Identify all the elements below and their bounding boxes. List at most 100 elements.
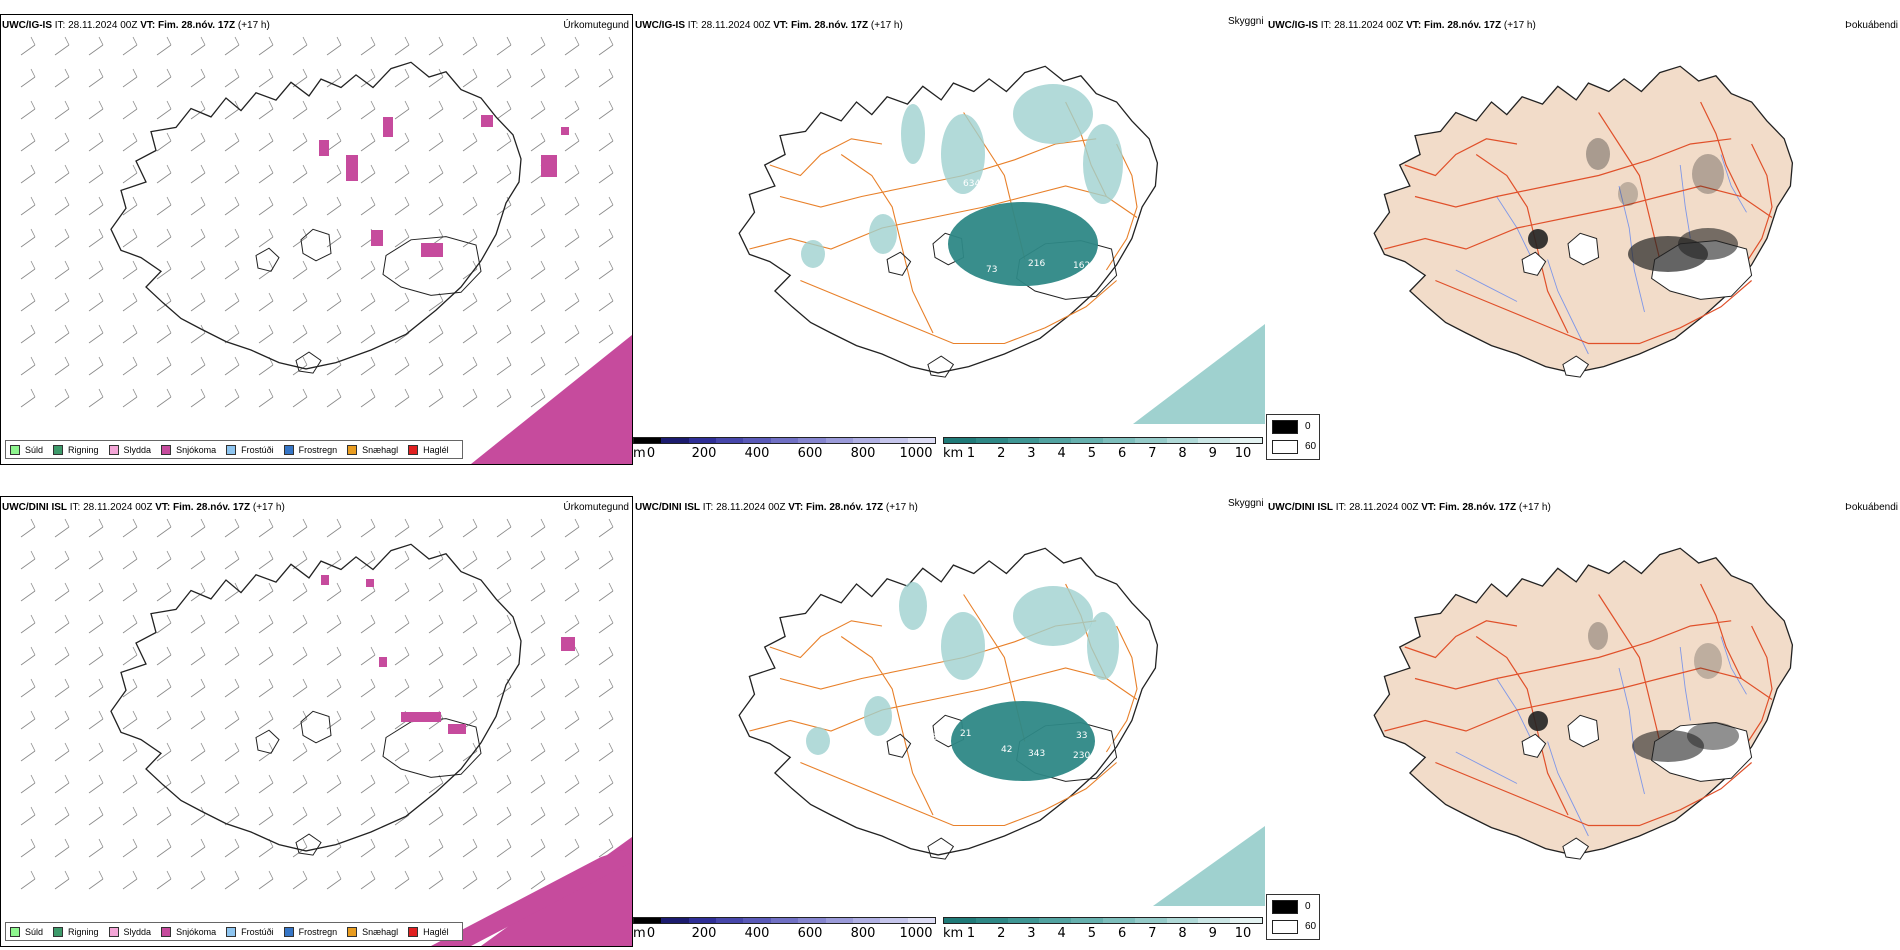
snow-patch <box>371 230 383 246</box>
wind-barb <box>530 678 546 698</box>
cloud-patches-1 <box>801 84 1123 286</box>
wind-barb <box>360 710 376 730</box>
wind-barb <box>190 132 206 152</box>
wind-barb <box>394 838 410 858</box>
wind-barb <box>156 228 172 248</box>
colorbar-tick: 8 <box>1178 926 1187 941</box>
wind-barb <box>564 774 580 794</box>
legend-item: Súld <box>10 926 43 937</box>
wind-barb <box>190 100 206 120</box>
precip-panel-1: Súld Rigning Slydda Snjókoma Frostúði Frostre… <box>0 14 633 465</box>
colorbar-tick: 5 <box>1087 926 1097 941</box>
snow-patch <box>379 657 387 667</box>
wind-barb <box>394 164 410 184</box>
wind-barb <box>564 678 580 698</box>
legend-label: Frostregn <box>298 926 338 937</box>
wind-barb <box>122 838 138 858</box>
wind-barb <box>156 806 172 826</box>
fog-map-2 <box>1373 547 1794 860</box>
wind-barb <box>564 292 580 312</box>
wind-barb <box>428 388 444 408</box>
wind-barb <box>224 260 240 280</box>
wind-barb <box>224 324 240 344</box>
wind-barb <box>190 228 206 248</box>
wind-barb <box>54 196 70 216</box>
wind-barb <box>462 388 478 408</box>
cloud-patch <box>1083 124 1123 204</box>
legend-label: Frostúði <box>241 444 274 455</box>
fog-patch <box>1588 622 1608 650</box>
wind-barb <box>394 100 410 120</box>
legend-swatch <box>53 444 64 455</box>
wind-barb <box>394 292 410 312</box>
cloud-title-2: UWC/DINI ISL IT: 28.11.2024 00Z VT: Fim.… <box>635 502 918 513</box>
legend-item: Frostregn <box>283 444 337 455</box>
wind-barb <box>292 388 308 408</box>
wind-barb <box>428 132 444 152</box>
wind-barb <box>156 678 172 698</box>
wind-barb <box>54 228 70 248</box>
wind-barb <box>156 582 172 602</box>
wind-barb <box>496 228 512 248</box>
wind-barb <box>394 870 410 890</box>
wind-barb <box>360 68 376 88</box>
wind-barb <box>54 838 70 858</box>
colorbar-segment <box>1071 438 1103 443</box>
wind-barb <box>428 582 444 602</box>
wind-barb <box>20 260 36 280</box>
cloud-patch <box>941 114 985 194</box>
wind-barb <box>598 196 614 216</box>
legend-item: Slydda <box>108 444 151 455</box>
fog-panel-2 <box>1268 496 1900 947</box>
colorbar-tick: 7 <box>1148 446 1157 461</box>
wind-barb <box>462 518 478 538</box>
wind-barb <box>360 132 376 152</box>
legend-label: Súld <box>25 444 44 455</box>
wind-barb <box>360 806 376 826</box>
wind-barb <box>394 68 410 88</box>
wind-barb <box>496 164 512 184</box>
wind-barb <box>88 292 104 312</box>
legend-item: Rigning <box>53 444 99 455</box>
wind-barb <box>258 292 274 312</box>
wind-barb <box>88 582 104 602</box>
wind-barb <box>156 838 172 858</box>
wind-barb <box>564 356 580 376</box>
wind-barb <box>496 582 512 602</box>
wind-barb <box>462 678 478 698</box>
wind-barb <box>462 838 478 858</box>
colorbar-segment <box>634 438 662 443</box>
wind-barb <box>20 806 36 826</box>
colorbar-segment <box>1198 918 1231 923</box>
wind-barb <box>88 710 104 730</box>
wind-barb <box>224 518 240 538</box>
wind-barb <box>462 550 478 570</box>
wind-barb <box>54 710 70 730</box>
wind-barb <box>54 356 70 376</box>
colorbar-tick: 8 <box>1178 446 1187 461</box>
iceland-land-1 <box>1373 65 1794 374</box>
wind-barb <box>462 646 478 666</box>
wind-barb <box>530 228 546 248</box>
wind-barb <box>530 518 546 538</box>
legend-swatch <box>347 444 358 455</box>
wind-barb <box>394 646 410 666</box>
wind-barb <box>428 518 444 538</box>
wind-barb <box>20 550 36 570</box>
wind-barb <box>190 356 206 376</box>
wind-barb <box>496 550 512 570</box>
wind-barb <box>530 646 546 666</box>
wind-barb <box>88 324 104 344</box>
iceland-outline-c1 <box>738 65 1159 374</box>
wind-barb <box>394 742 410 762</box>
cloud-panel-1: 634 167 73 216 162 <box>633 14 1265 465</box>
wind-barb <box>190 710 206 730</box>
legend-label: Snjókoma <box>176 926 217 937</box>
wind-barb <box>54 324 70 344</box>
wind-barb <box>292 292 308 312</box>
fog-patch <box>1528 229 1548 249</box>
wind-barb <box>292 550 308 570</box>
wind-barb <box>258 324 274 344</box>
wind-barb <box>156 68 172 88</box>
wind-barb <box>54 742 70 762</box>
